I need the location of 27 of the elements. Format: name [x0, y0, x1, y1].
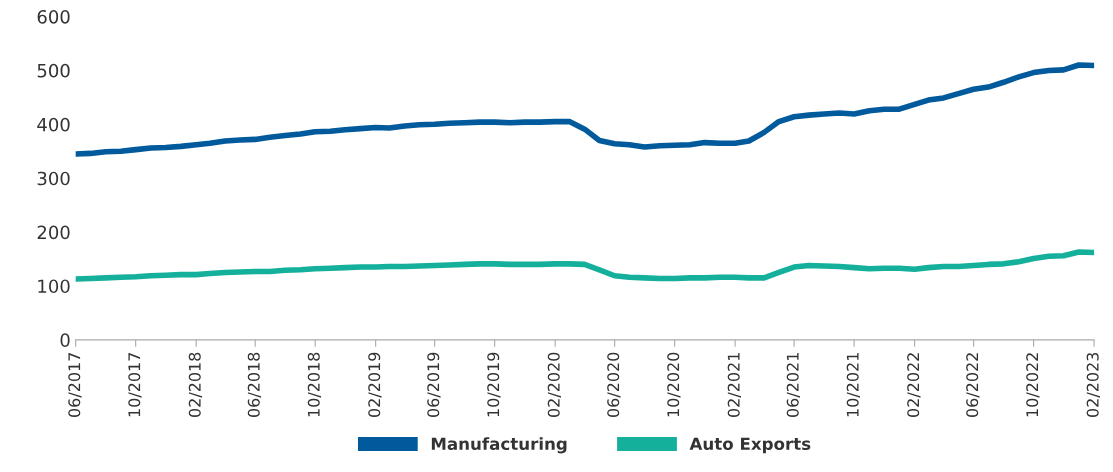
- x-tick-label: 10/2021: [846, 353, 860, 417]
- legend-label: Auto Exports: [689, 437, 811, 454]
- x-tick-label: 06/2020: [607, 352, 621, 417]
- y-tick-label: 0: [60, 333, 70, 347]
- x-tick-label: 10/2018: [307, 352, 322, 417]
- y-tick-label: 400: [37, 117, 70, 132]
- x-tick-label: 06/2022: [966, 353, 980, 417]
- y-tick-label: 500: [37, 63, 70, 78]
- x-tick-label: 02/2018: [188, 352, 203, 417]
- x-tick-label: 10/2020: [667, 352, 681, 417]
- x-tick-label: 02/2022: [907, 353, 921, 417]
- x-tick-label: 02/2019: [368, 352, 382, 417]
- x-tick-label: 10/2019: [487, 352, 501, 417]
- x-tick-label: 02/2020: [547, 352, 562, 417]
- legend-label: Manufacturing: [431, 437, 567, 454]
- x-tick-label: 06/2021: [786, 353, 801, 417]
- x-tick-label: 02/2023: [1086, 352, 1100, 417]
- x-tick-label: 06/2017: [68, 353, 82, 417]
- y-tick-label: 600: [37, 9, 70, 24]
- y-tick-label: 300: [37, 171, 70, 186]
- x-tick-label: 06/2018: [247, 352, 262, 417]
- x-tick-label: 06/2019: [427, 352, 441, 417]
- y-tick-label: 100: [38, 279, 70, 294]
- y-tick-label: 200: [37, 225, 70, 240]
- x-tick-label: 02/2021: [727, 353, 741, 417]
- x-tick-label: 10/2017: [128, 353, 142, 417]
- x-tick-label: 10/2022: [1026, 353, 1040, 417]
